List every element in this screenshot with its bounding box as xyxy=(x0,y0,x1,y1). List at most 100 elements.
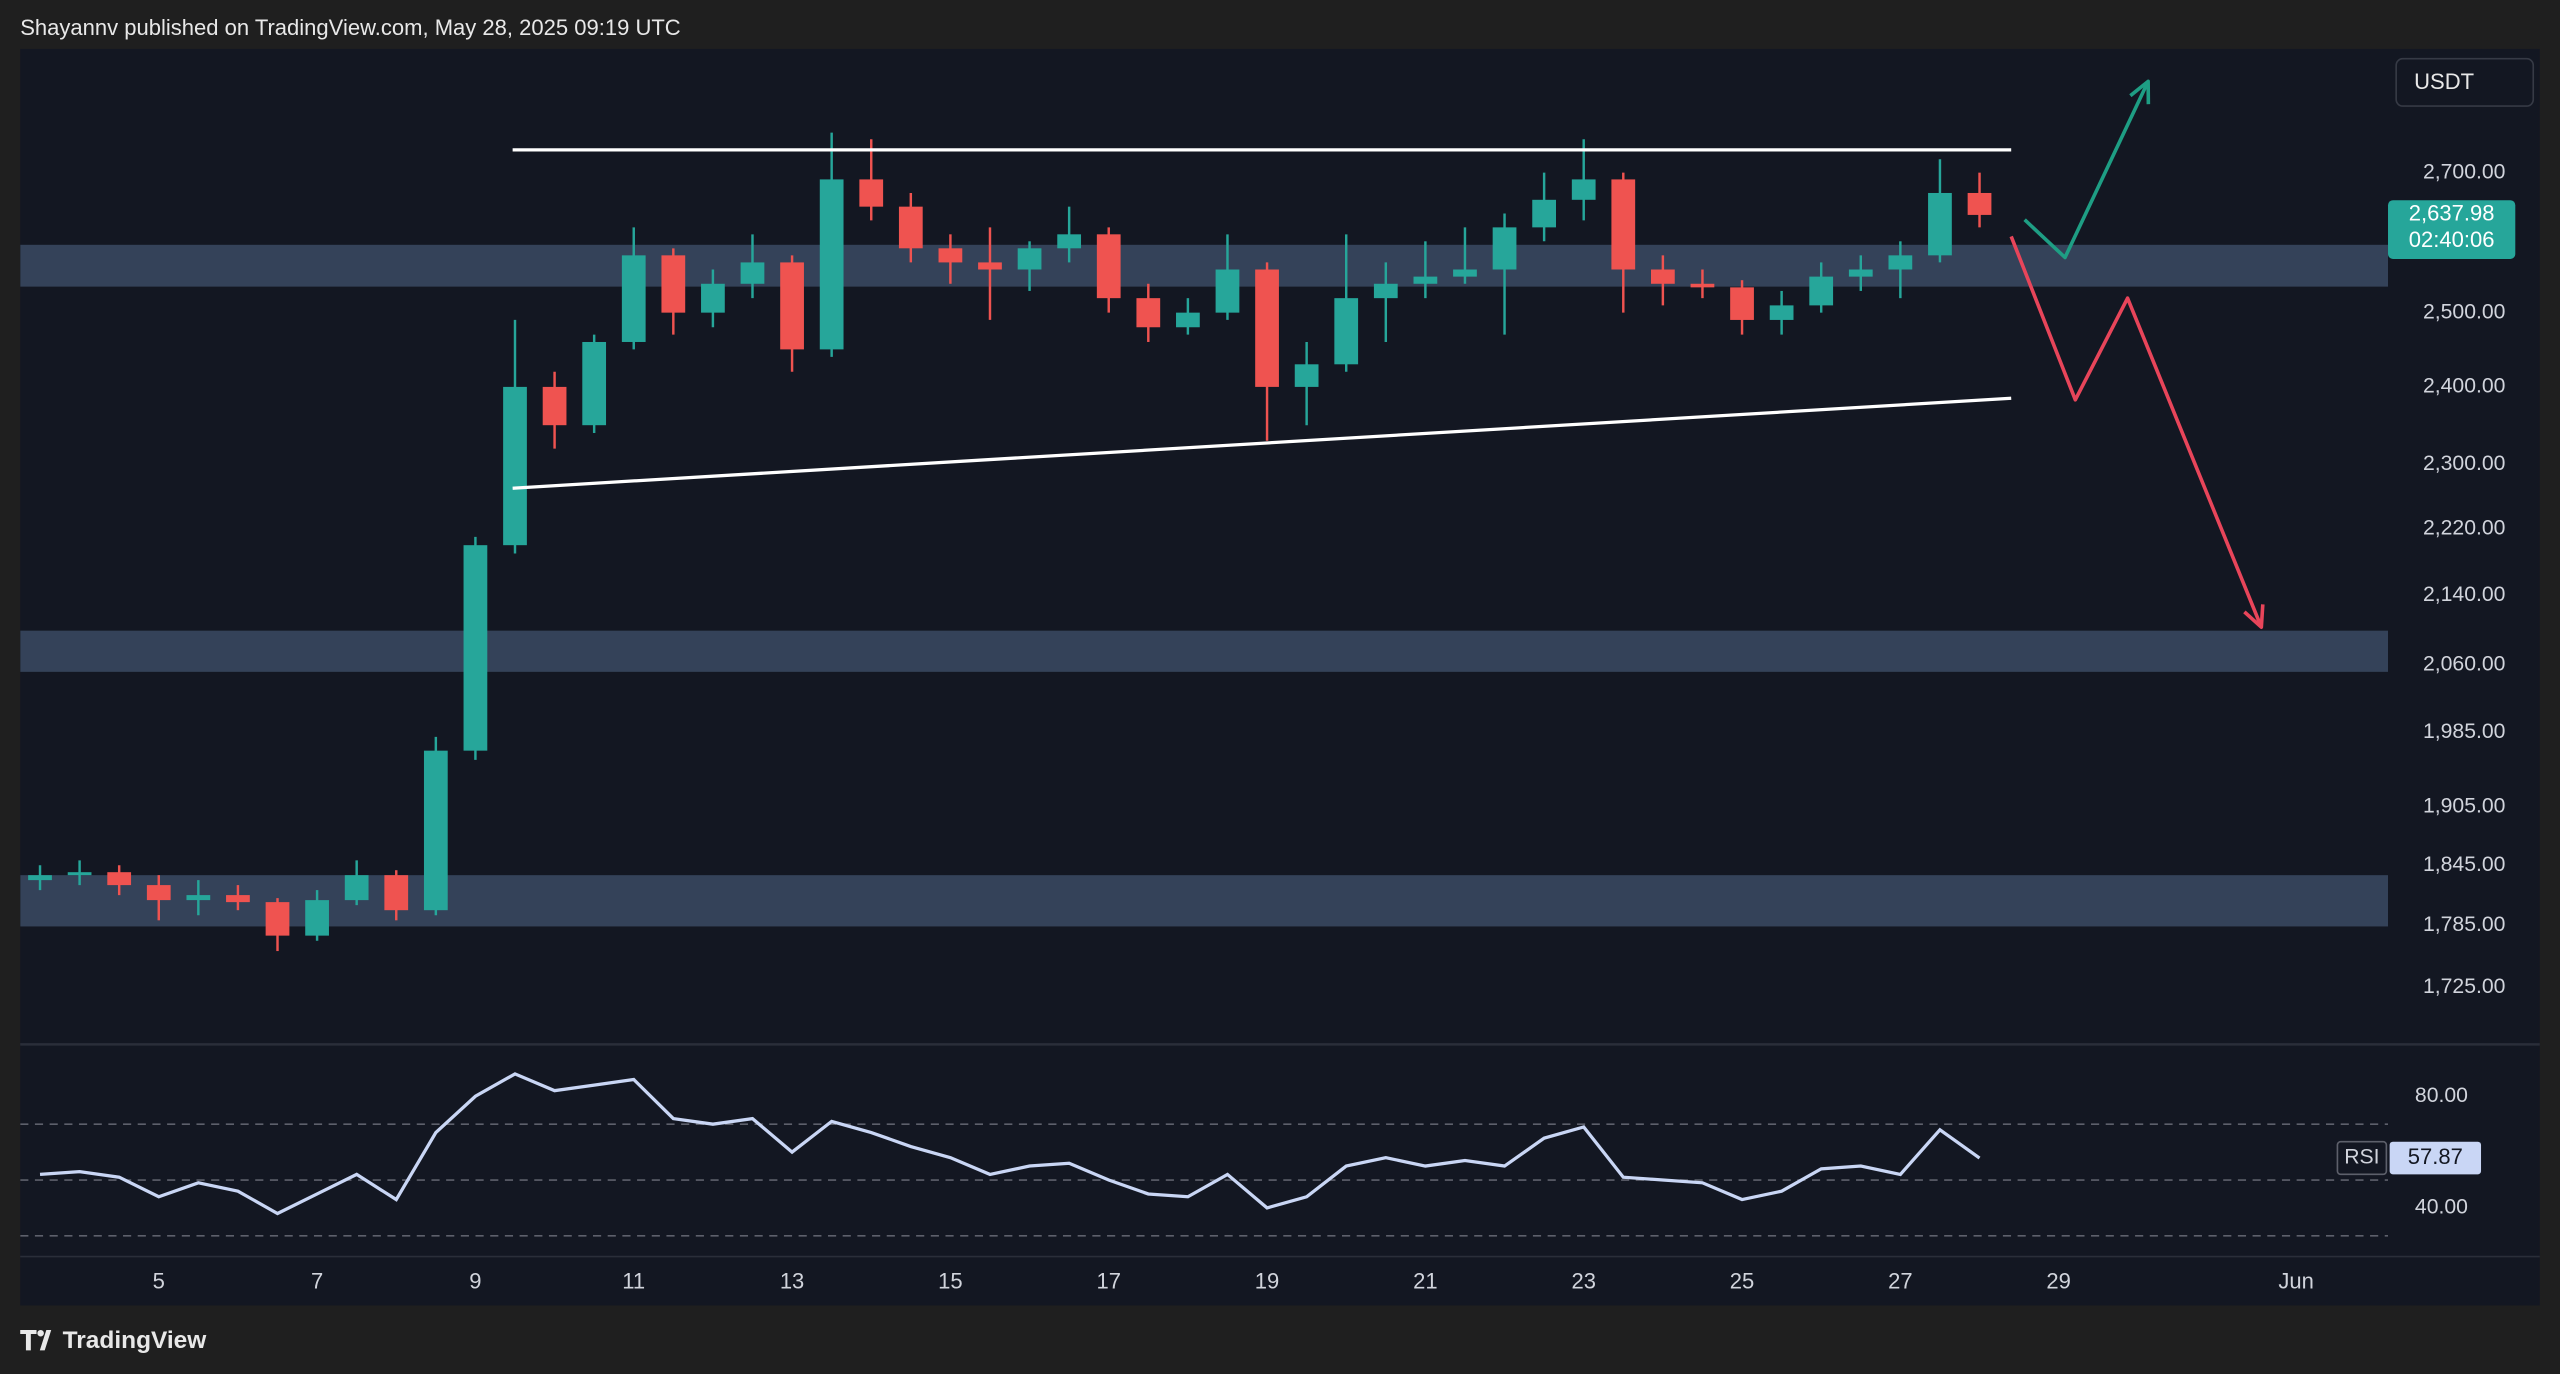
logo-icon xyxy=(20,1329,52,1351)
y-tick-label: 1,985.00 xyxy=(2423,720,2506,743)
y-tick-label: 1,905.00 xyxy=(2423,795,2506,818)
x-tick-label: 19 xyxy=(1255,1268,1280,1293)
candle-body xyxy=(384,875,409,911)
currency-badge xyxy=(2395,57,2535,107)
x-tick-label: 29 xyxy=(2046,1268,2071,1293)
candle-body xyxy=(1888,255,1913,270)
x-tick-label: 5 xyxy=(153,1268,165,1293)
candle-body xyxy=(1334,298,1359,365)
y-tick-label: 2,140.00 xyxy=(2423,583,2506,606)
candle-body xyxy=(740,262,765,284)
footer-logo xyxy=(20,1329,52,1351)
x-tick-label: 13 xyxy=(780,1268,805,1293)
candle-body xyxy=(1413,276,1438,284)
zone xyxy=(20,630,2389,672)
y-tick-label: 80.00 xyxy=(2415,1084,2468,1107)
candle-body xyxy=(1532,199,1557,228)
candle-body xyxy=(146,885,171,901)
candle-body xyxy=(1769,305,1794,320)
candle-body xyxy=(621,255,646,342)
candle-body xyxy=(898,206,923,249)
x-tick-label: 21 xyxy=(1413,1268,1438,1293)
candle-body xyxy=(1571,179,1596,200)
y-tick-label: 2,220.00 xyxy=(2423,516,2506,539)
y-tick-label: 40.00 xyxy=(2415,1196,2468,1219)
candle-body xyxy=(1492,227,1517,270)
currency-label: USDT xyxy=(2414,69,2474,94)
candle-body xyxy=(1611,179,1636,270)
candle-body xyxy=(582,341,607,426)
y-tick-label: 2,400.00 xyxy=(2423,375,2506,398)
x-tick-label: 27 xyxy=(1888,1268,1912,1293)
projection-arrow xyxy=(2023,80,2150,260)
candle-body xyxy=(542,386,567,426)
candle-body xyxy=(186,895,211,901)
candle-body xyxy=(859,179,884,207)
x-tick-label: 23 xyxy=(1571,1268,1596,1293)
candle-body xyxy=(344,875,369,901)
candle-body xyxy=(1096,234,1121,299)
candle-body xyxy=(819,179,844,350)
x-tick-label: 17 xyxy=(1096,1268,1121,1293)
x-tick-label: 7 xyxy=(311,1268,323,1293)
trend-line xyxy=(512,396,2012,490)
price-plot xyxy=(20,80,2389,952)
y-tick-label: 2,060.00 xyxy=(2423,652,2506,675)
footer-brand: TradingView xyxy=(63,1327,208,1354)
x-tick-label: 11 xyxy=(622,1268,645,1293)
candle-body xyxy=(938,248,963,263)
candle-body xyxy=(1650,269,1675,284)
candle-body xyxy=(1294,364,1319,387)
candle-body xyxy=(503,386,527,546)
logo-dot xyxy=(37,1329,44,1337)
arrow-head xyxy=(2243,604,2265,629)
candle-body xyxy=(661,255,686,313)
candle-body xyxy=(463,545,488,751)
candle-body xyxy=(1136,298,1161,328)
x-tick-label: 25 xyxy=(1730,1268,1754,1293)
candle-body xyxy=(265,902,290,936)
candle-body xyxy=(1967,192,1992,215)
last-value-box xyxy=(2389,1141,2482,1175)
series-name-box xyxy=(2336,1140,2388,1176)
candle-body xyxy=(1176,312,1200,328)
y-tick-label: 1,845.00 xyxy=(2423,853,2506,876)
candle-body xyxy=(1057,234,1082,249)
y-tick-label: 2,300.00 xyxy=(2423,452,2506,475)
x-tick-label: 15 xyxy=(938,1268,963,1293)
candle-body xyxy=(1730,287,1754,320)
rsi-line xyxy=(39,1072,1981,1216)
candle-body xyxy=(1017,248,1042,270)
last-price-box xyxy=(2388,200,2516,259)
x-tick-label: 9 xyxy=(469,1268,481,1293)
y-tick-label: 2,700.00 xyxy=(2423,160,2506,183)
header: Shayannv published on TradingView.com, M… xyxy=(20,15,681,40)
candle-body xyxy=(107,872,132,886)
zone xyxy=(20,875,2389,927)
candle-body xyxy=(701,283,725,313)
candle-body xyxy=(1255,269,1279,387)
candle-body xyxy=(1928,192,1952,256)
candle-body xyxy=(1215,269,1240,313)
last-price-label: 2,637.98 xyxy=(2409,201,2495,226)
chart-panel xyxy=(20,48,2540,1306)
candle-body xyxy=(226,895,250,903)
candle-body xyxy=(28,875,52,881)
candle-body xyxy=(1690,283,1715,288)
candle-body xyxy=(67,872,92,876)
x-tick-label: Jun xyxy=(2278,1268,2314,1293)
y-tick-label: 1,785.00 xyxy=(2423,913,2506,936)
series-name: RSI xyxy=(2344,1146,2379,1169)
rsi-plot xyxy=(20,1072,2389,1237)
last-value-label: 57.87 xyxy=(2408,1144,2463,1169)
countdown-label: 02:40:06 xyxy=(2409,227,2495,252)
y-tick-label: 1,725.00 xyxy=(2423,975,2506,998)
candle-body xyxy=(1809,276,1834,306)
candle-body xyxy=(1453,269,1477,277)
axes: 2,700.00 2,500.00 2,400.00 2,300.00 2,220.00… xyxy=(153,57,2535,1293)
y-tick-label: 2,500.00 xyxy=(2423,300,2506,323)
candle-body xyxy=(423,750,448,911)
candle-body xyxy=(1848,269,1873,277)
